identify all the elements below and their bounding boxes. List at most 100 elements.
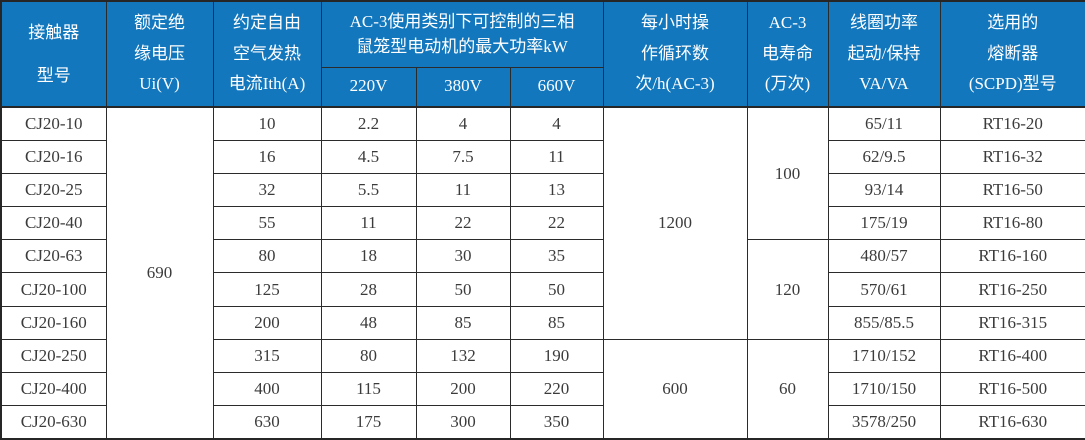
cycles-cell-low: 600 [602, 338, 748, 440]
table-body: CJ20-10 690 10 2.2 4 4 1200 100 65/11 RT… [0, 105, 1085, 440]
header-220v: 220V [320, 66, 417, 108]
coil-power-cell: 3578/250 [827, 405, 941, 440]
kw220-cell: 115 [320, 371, 417, 407]
kw660-cell: 350 [509, 405, 604, 440]
thermal-current-cell: 16 [212, 139, 322, 174]
kw660-cell: 220 [509, 371, 604, 407]
coil-power-cell: 62/9.5 [827, 139, 941, 174]
header-coil-power: 线圈功率 起动/保持 VA/VA [827, 0, 941, 108]
kw220-cell: 175 [320, 405, 417, 440]
kw380-cell: 4 [415, 105, 511, 141]
kw660-cell: 85 [509, 305, 604, 340]
kw380-cell: 300 [415, 405, 511, 440]
table-row: CJ20-10 690 10 2.2 4 4 1200 100 65/11 RT… [0, 105, 1085, 440]
table-row: CJ20-25 32 5.5 11 13 93/14 RT16-50 [0, 172, 1085, 208]
model-cell: CJ20-400 [0, 371, 107, 407]
kw220-cell: 28 [320, 272, 417, 307]
kw220-cell: 4.5 [320, 139, 417, 174]
thermal-current-cell: 200 [212, 305, 322, 340]
kw660-cell: 13 [509, 172, 604, 208]
thermal-current-cell: 400 [212, 371, 322, 407]
thermal-current-cell: 80 [212, 239, 322, 274]
thermal-current-cell: 315 [212, 338, 322, 374]
header-660v: 660V [509, 66, 604, 108]
table-row: CJ20-100 125 28 50 50 570/61 RT16-250 [0, 272, 1085, 307]
fuse-cell: RT16-20 [939, 105, 1085, 141]
table-row: CJ20-16 16 4.5 7.5 11 62/9.5 RT16-32 [0, 139, 1085, 174]
table-row: CJ20-400 400 115 200 220 1710/150 RT16-5… [0, 371, 1085, 407]
fuse-cell: RT16-80 [939, 206, 1085, 241]
fuse-cell: RT16-32 [939, 139, 1085, 174]
coil-power-cell: 93/14 [827, 172, 941, 208]
kw220-cell: 18 [320, 239, 417, 274]
header-thermal-current: 约定自由 空气发热 电流Ith(A) [212, 0, 322, 108]
header-electrical-life: AC-3 电寿命 (万次) [746, 0, 829, 108]
kw660-cell: 11 [509, 139, 604, 174]
coil-power-cell: 570/61 [827, 272, 941, 307]
fuse-cell: RT16-50 [939, 172, 1085, 208]
kw380-cell: 30 [415, 239, 511, 274]
kw380-cell: 7.5 [415, 139, 511, 174]
fuse-cell: RT16-400 [939, 338, 1085, 374]
kw380-cell: 85 [415, 305, 511, 340]
table-row: CJ20-160 200 48 85 85 855/85.5 RT16-315 [0, 305, 1085, 340]
life-cell-c: 60 [746, 338, 829, 440]
kw660-cell: 22 [509, 206, 604, 241]
kw380-cell: 200 [415, 371, 511, 407]
table-header: 接触器 型号 额定绝 缘电压 Ui(V) 约定自由 空气发热 电流Ith(A) … [0, 0, 1085, 108]
model-cell: CJ20-63 [0, 239, 107, 274]
coil-power-cell: 855/85.5 [827, 305, 941, 340]
kw220-cell: 48 [320, 305, 417, 340]
kw220-cell: 11 [320, 206, 417, 241]
header-model: 接触器 型号 [0, 0, 107, 108]
kw380-cell: 22 [415, 206, 511, 241]
coil-power-cell: 175/19 [827, 206, 941, 241]
header-operating-cycles: 每小时操 作循环数 次/h(AC-3) [602, 0, 748, 108]
model-cell: CJ20-40 [0, 206, 107, 241]
thermal-current-cell: 630 [212, 405, 322, 440]
model-cell: CJ20-160 [0, 305, 107, 340]
life-cell-a: 100 [746, 106, 829, 241]
thermal-current-cell: 32 [212, 172, 322, 208]
header-insulation-voltage: 额定绝 缘电压 Ui(V) [105, 0, 214, 108]
table-row: CJ20-40 55 11 22 22 175/19 RT16-80 [0, 206, 1085, 241]
cycles-cell-high: 1200 [602, 105, 748, 340]
thermal-current-cell: 55 [212, 206, 322, 241]
kw380-cell: 50 [415, 272, 511, 307]
model-cell: CJ20-10 [0, 105, 107, 141]
header-max-power-group: AC-3使用类别下可控制的三相 鼠笼型电动机的最大功率kW [320, 0, 604, 68]
life-cell-b: 120 [746, 239, 829, 340]
fuse-cell: RT16-160 [939, 239, 1085, 274]
kw660-cell: 190 [509, 338, 604, 374]
thermal-current-cell: 125 [212, 272, 322, 307]
table-row: CJ20-250 315 80 132 190 600 60 1710/152 … [0, 338, 1085, 440]
kw380-cell: 132 [415, 338, 511, 374]
coil-power-cell: 1710/150 [827, 371, 941, 407]
model-cell: CJ20-25 [0, 172, 107, 208]
header-380v: 380V [415, 66, 511, 108]
kw220-cell: 2.2 [320, 105, 417, 141]
kw380-cell: 11 [415, 172, 511, 208]
fuse-cell: RT16-250 [939, 272, 1085, 307]
model-cell: CJ20-100 [0, 272, 107, 307]
coil-power-cell: 480/57 [827, 239, 941, 274]
header-fuse-type: 选用的 熔断器 (SCPD)型号 [939, 0, 1085, 108]
thermal-current-cell: 10 [212, 105, 322, 141]
fuse-cell: RT16-630 [939, 405, 1085, 440]
kw220-cell: 80 [320, 338, 417, 374]
kw660-cell: 50 [509, 272, 604, 307]
coil-power-cell: 65/11 [827, 105, 941, 141]
insulation-voltage-cell: 690 [105, 106, 214, 440]
kw220-cell: 5.5 [320, 172, 417, 208]
fuse-cell: RT16-315 [939, 305, 1085, 340]
fuse-cell: RT16-500 [939, 371, 1085, 407]
table-row: CJ20-630 630 175 300 350 3578/250 RT16-6… [0, 405, 1085, 440]
kw660-cell: 35 [509, 239, 604, 274]
model-cell: CJ20-630 [0, 405, 107, 440]
kw660-cell: 4 [509, 105, 604, 141]
model-cell: CJ20-16 [0, 139, 107, 174]
model-cell: CJ20-250 [0, 338, 107, 374]
coil-power-cell: 1710/152 [827, 338, 941, 374]
